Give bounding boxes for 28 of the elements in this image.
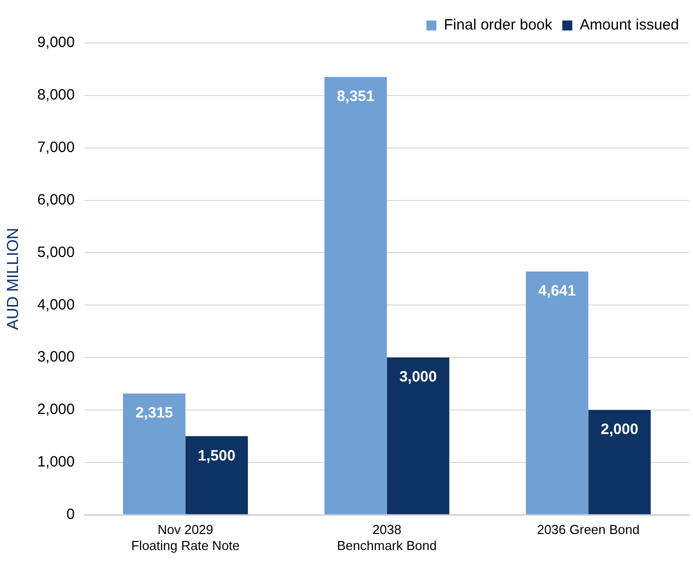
data-label: 2,000	[600, 421, 638, 438]
data-label: 2,315	[135, 404, 173, 422]
y-tick-label: 2,000	[37, 401, 75, 418]
bar	[588, 410, 651, 514]
y-tick-label: 3,000	[37, 348, 75, 366]
data-label: 8,351	[336, 88, 374, 106]
legend-label: Amount issued	[580, 16, 680, 34]
x-tick-label: Nov 2029 Floating Rate Note	[131, 522, 240, 553]
data-label: 1,500	[198, 447, 236, 464]
y-tick-label: 1,000	[37, 454, 75, 471]
bar	[123, 393, 186, 514]
y-tick-label: 8,000	[37, 86, 75, 104]
x-tick-label: 2038 Benchmark Bond	[337, 522, 437, 553]
data-label: 3,000	[399, 368, 437, 386]
legend-label: Final order book	[444, 16, 553, 34]
bar	[526, 272, 588, 514]
y-axis-title: AUD MILLION	[5, 228, 22, 330]
y-tick-label: 5,000	[37, 244, 75, 261]
bar	[324, 77, 387, 514]
data-label: 4,641	[538, 282, 576, 300]
y-tick-label: 7,000	[37, 138, 75, 156]
y-tick-label: 4,000	[37, 296, 75, 314]
x-tick-label: 2036 Green Bond	[536, 522, 640, 538]
y-tick-label: 9,000	[37, 34, 75, 52]
bar	[386, 358, 450, 514]
bar	[185, 436, 248, 514]
y-tick-label: 6,000	[37, 191, 75, 208]
y-tick-label: 0	[66, 506, 75, 523]
